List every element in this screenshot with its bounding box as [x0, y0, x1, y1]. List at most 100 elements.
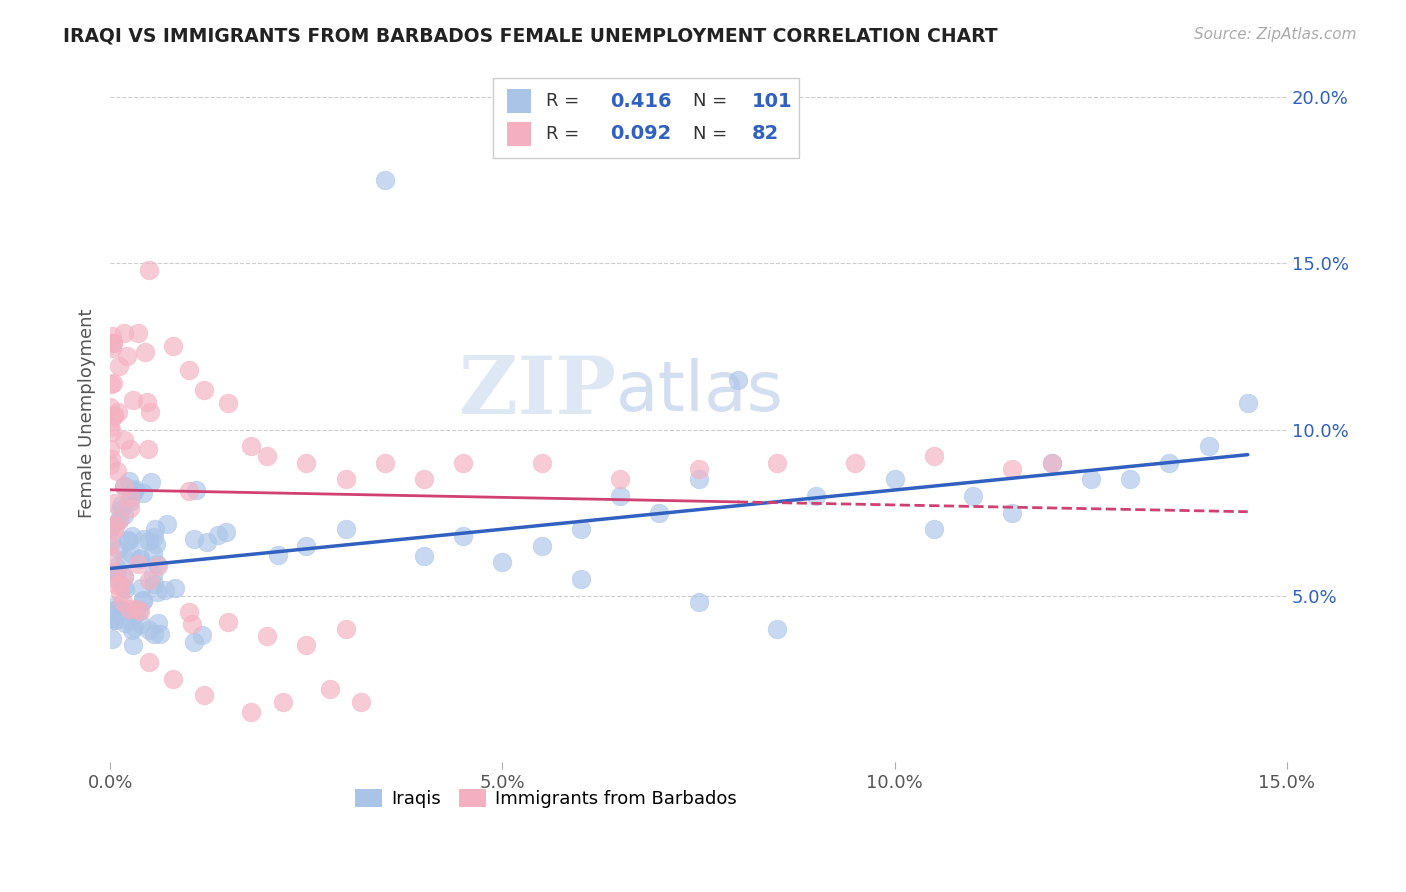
Point: [100, 442, 122, 457]
Point: [98, 458, 121, 472]
Point: [129, 581, 152, 595]
Point: [191, 628, 214, 642]
Point: [100, 632, 122, 646]
Point: [142, 546, 165, 560]
Point: [806, 489, 828, 503]
Point: [240, 439, 263, 453]
Point: [114, 616, 136, 631]
Point: [117, 533, 139, 547]
Point: [844, 456, 866, 470]
Point: [688, 462, 710, 476]
Point: [100, 377, 122, 392]
Point: [451, 456, 474, 470]
Point: [183, 532, 205, 546]
Point: [727, 373, 749, 387]
Point: [100, 341, 122, 355]
Text: IRAQI VS IMMIGRANTS FROM BARBADOS FEMALE UNEMPLOYMENT CORRELATION CHART: IRAQI VS IMMIGRANTS FROM BARBADOS FEMALE…: [63, 27, 998, 45]
Point: [124, 482, 146, 496]
Point: [115, 349, 138, 363]
Point: [193, 689, 215, 703]
Point: [121, 528, 143, 542]
Point: [98, 612, 121, 626]
Point: [120, 491, 142, 505]
Point: [139, 475, 162, 489]
Point: [118, 442, 141, 456]
Point: [240, 705, 263, 719]
Point: [1001, 462, 1024, 476]
Bar: [506, 89, 531, 113]
Point: [128, 551, 150, 566]
Point: [104, 599, 127, 613]
Point: [100, 538, 122, 552]
Text: R =: R =: [546, 125, 585, 143]
Point: [215, 525, 238, 540]
Point: [1236, 396, 1258, 410]
Point: [108, 359, 131, 373]
Point: [149, 626, 172, 640]
Point: [112, 326, 135, 340]
Point: [177, 362, 200, 376]
Point: [451, 529, 474, 543]
Point: [295, 539, 318, 553]
Point: [118, 495, 141, 509]
Point: [177, 605, 200, 619]
Text: R =: R =: [546, 92, 585, 110]
Point: [319, 681, 342, 696]
Point: [122, 483, 145, 498]
Point: [766, 456, 789, 470]
Point: [107, 405, 129, 419]
Point: [125, 602, 148, 616]
Point: [143, 577, 166, 591]
Point: [609, 472, 631, 486]
Point: [103, 613, 125, 627]
FancyBboxPatch shape: [492, 78, 799, 158]
Point: [103, 408, 125, 422]
Point: [105, 559, 128, 574]
Point: [186, 483, 208, 497]
Point: [103, 336, 125, 351]
Point: [374, 173, 396, 187]
Point: [110, 602, 132, 616]
Point: [609, 489, 631, 503]
Point: [107, 612, 129, 626]
Point: [122, 484, 145, 499]
Point: [127, 326, 149, 340]
Point: [146, 585, 169, 599]
Text: Source: ZipAtlas.com: Source: ZipAtlas.com: [1194, 27, 1357, 42]
Point: [1040, 456, 1063, 470]
Point: [138, 624, 160, 638]
Point: [114, 552, 136, 566]
Point: [108, 503, 131, 517]
Point: [491, 556, 513, 570]
Point: [1198, 439, 1220, 453]
Point: [128, 552, 150, 566]
Point: [100, 520, 122, 534]
Point: [98, 420, 121, 434]
Point: [1001, 506, 1024, 520]
Point: [688, 472, 710, 486]
Point: [105, 464, 128, 478]
Point: [256, 628, 278, 642]
Point: [922, 449, 945, 463]
Point: [138, 655, 160, 669]
Point: [766, 622, 789, 636]
Point: [112, 595, 135, 609]
Point: [112, 479, 135, 493]
Point: [101, 425, 124, 439]
Point: [146, 558, 169, 573]
Point: [162, 339, 184, 353]
Point: [138, 263, 160, 277]
Point: [110, 498, 132, 512]
Point: [335, 522, 357, 536]
Point: [142, 568, 165, 582]
Point: [105, 602, 128, 616]
Point: [134, 532, 156, 546]
Point: [1080, 472, 1102, 486]
Point: [114, 582, 136, 597]
Point: [413, 549, 436, 563]
Point: [530, 539, 553, 553]
Point: [129, 604, 152, 618]
Point: [139, 405, 162, 419]
Point: [129, 616, 152, 631]
Text: N =: N =: [693, 125, 733, 143]
